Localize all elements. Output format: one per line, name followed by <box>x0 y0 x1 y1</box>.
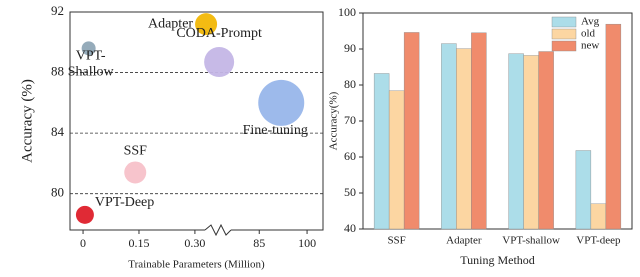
bar <box>403 32 420 230</box>
legend-swatch <box>551 16 577 28</box>
y-tick-label: 70 <box>344 113 356 127</box>
label-line: VPT- <box>76 49 106 64</box>
y-tick-label: 84 <box>51 124 65 139</box>
x-tick-label: VPT-deep <box>576 235 621 247</box>
bar <box>456 48 472 230</box>
bar <box>605 23 622 230</box>
axis-break <box>204 223 232 237</box>
bubble-label: Fine-tuning <box>243 123 308 138</box>
x-tick-label: VPT-shallow <box>502 235 560 247</box>
bar <box>523 55 539 230</box>
y-tick-label: 60 <box>344 149 356 163</box>
x-tick-label: Adapter <box>446 235 482 247</box>
bar <box>508 53 524 230</box>
y-tick-label: 80 <box>51 185 64 200</box>
x-axis-title: Tuning Method <box>460 253 535 267</box>
x-tick-label: 0.15 <box>128 236 149 250</box>
legend-label: new <box>581 40 599 52</box>
y-axis-title: Accuracy (%) <box>19 79 35 163</box>
legend-swatch <box>551 28 577 40</box>
bar <box>590 203 607 230</box>
legend-label: old <box>581 28 596 40</box>
bar <box>441 43 457 230</box>
bubble <box>195 13 218 36</box>
bar <box>575 150 592 230</box>
legend-label: Avg <box>581 16 600 28</box>
bubble-label: Adapter <box>148 16 193 31</box>
bar <box>373 73 390 230</box>
bubble-label: VPT-Deep <box>95 195 154 210</box>
label-line: Shallow <box>68 65 115 80</box>
y-tick-label: 80 <box>344 77 356 91</box>
y-tick-label: 92 <box>51 3 64 18</box>
bar <box>471 32 487 230</box>
y-tick-label: 100 <box>338 5 356 19</box>
bubble <box>81 41 96 56</box>
bubble-label: VPT-Shallow <box>68 49 115 80</box>
bar <box>538 51 554 230</box>
y-axis-title: Accuracy(%) <box>328 91 340 150</box>
bubble-label: CODA-Prompt <box>176 26 262 41</box>
x-axis-title: Trainable Parameters (Million) <box>128 259 265 271</box>
bubble <box>258 79 305 126</box>
x-tick-label: 0 <box>80 236 86 250</box>
x-tick-label: SSF <box>387 235 405 247</box>
bubble <box>204 46 235 77</box>
bubble <box>124 161 147 184</box>
bubble-label: SSF <box>124 144 148 159</box>
bubble <box>75 205 94 224</box>
x-tick-label: 85 <box>253 236 265 250</box>
y-tick-label: 50 <box>344 185 356 199</box>
y-tick-label: 88 <box>51 64 64 79</box>
y-tick-label: 40 <box>344 221 356 235</box>
x-tick-label: 100 <box>298 236 316 250</box>
legend-swatch <box>551 40 577 52</box>
x-tick-label: 0.30 <box>184 236 205 250</box>
bar <box>388 90 405 230</box>
y-tick-label: 90 <box>344 41 356 55</box>
